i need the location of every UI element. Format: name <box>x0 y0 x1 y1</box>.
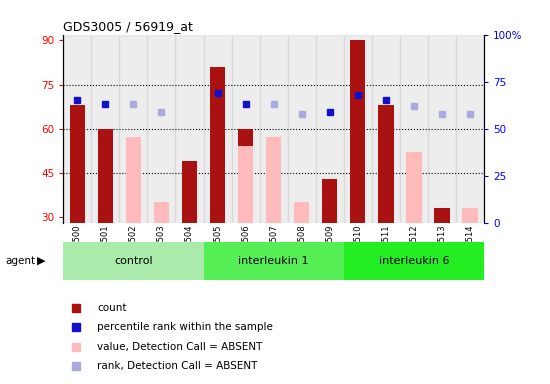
Bar <box>91 35 119 223</box>
Bar <box>210 67 226 223</box>
Bar <box>372 35 400 223</box>
Text: rank, Detection Call = ABSENT: rank, Detection Call = ABSENT <box>97 361 257 371</box>
Bar <box>232 35 260 223</box>
Bar <box>400 35 428 223</box>
Bar <box>125 137 141 223</box>
Bar <box>350 40 366 223</box>
Text: count: count <box>97 303 126 313</box>
Bar <box>238 129 254 223</box>
Bar <box>97 129 113 223</box>
Bar <box>434 208 450 223</box>
Text: GDS3005 / 56919_at: GDS3005 / 56919_at <box>63 20 193 33</box>
Text: value, Detection Call = ABSENT: value, Detection Call = ABSENT <box>97 342 262 352</box>
Bar <box>322 179 338 223</box>
Bar <box>344 242 484 280</box>
Bar <box>238 146 254 223</box>
Bar <box>456 35 484 223</box>
Bar <box>153 202 169 223</box>
Bar <box>204 35 232 223</box>
Bar <box>428 35 456 223</box>
Bar <box>462 208 478 223</box>
Bar <box>260 35 288 223</box>
Bar <box>63 35 91 223</box>
Text: control: control <box>114 256 153 266</box>
Bar <box>294 202 310 223</box>
Bar <box>175 35 204 223</box>
Bar <box>288 35 316 223</box>
Text: percentile rank within the sample: percentile rank within the sample <box>97 322 273 332</box>
Bar <box>147 35 175 223</box>
Text: ▶: ▶ <box>37 256 45 266</box>
Bar <box>182 161 197 223</box>
Bar <box>119 35 147 223</box>
Bar <box>69 105 85 223</box>
Bar <box>316 35 344 223</box>
Bar <box>378 105 394 223</box>
Bar <box>344 35 372 223</box>
Bar <box>204 242 344 280</box>
Text: interleukin 1: interleukin 1 <box>238 256 309 266</box>
Text: agent: agent <box>6 256 36 266</box>
Bar <box>266 137 282 223</box>
Bar <box>63 242 204 280</box>
Text: interleukin 6: interleukin 6 <box>378 256 449 266</box>
Bar <box>406 152 422 223</box>
